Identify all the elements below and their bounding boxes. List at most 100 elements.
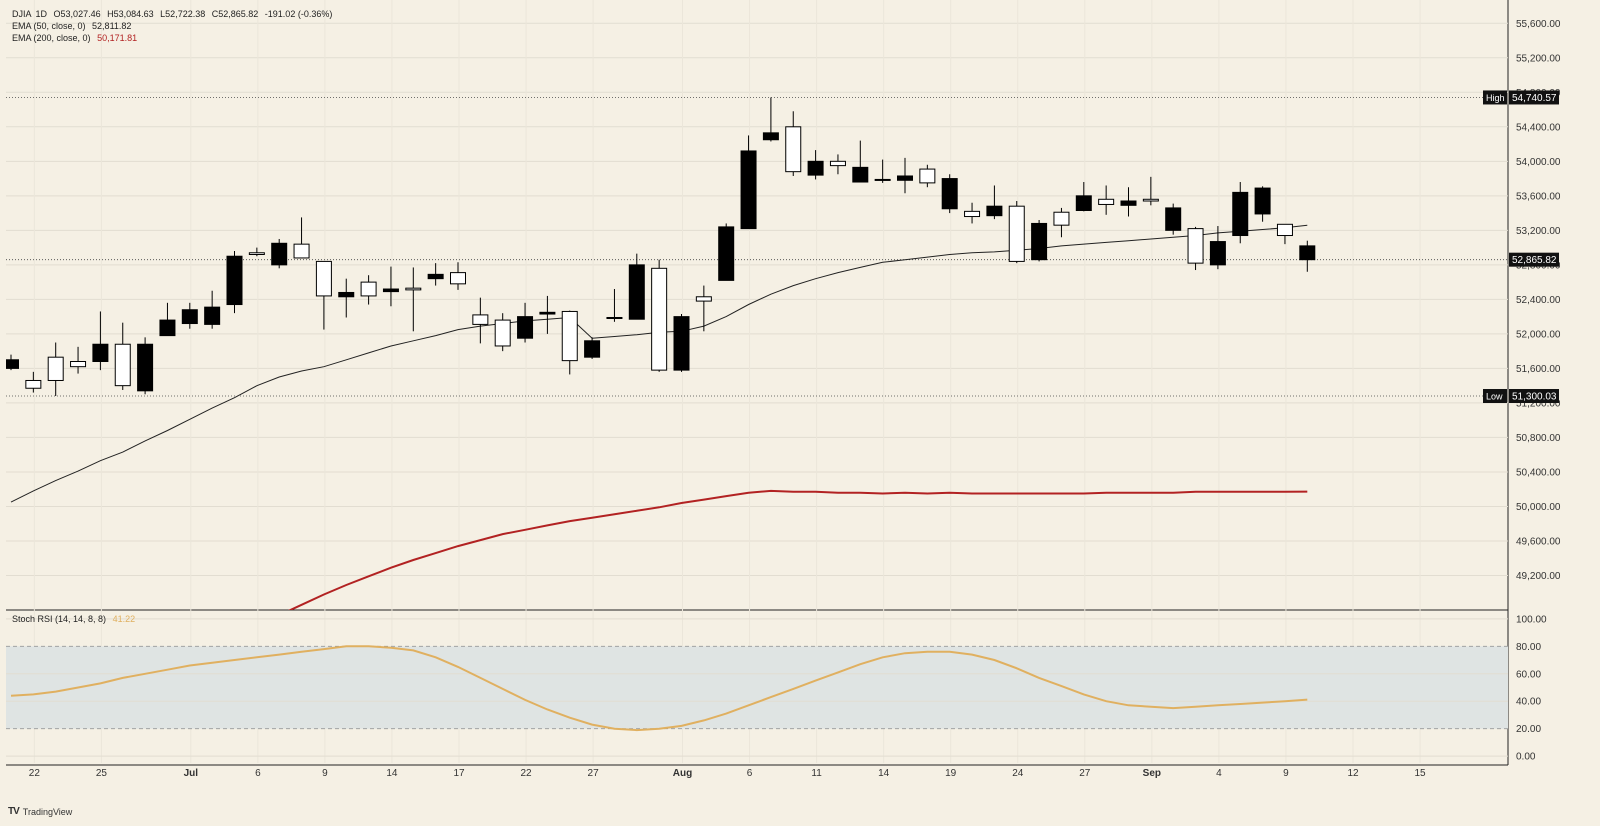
candle [628,253,645,320]
candle [762,97,779,142]
high-marker-box [1509,90,1559,105]
time-tick-label: 14 [386,768,398,779]
candle-body-down [427,273,444,280]
candle-body-up [651,267,668,371]
candle [1254,186,1271,222]
time-tick-label: 22 [520,768,532,779]
high-marker-tag-text: High [1486,93,1505,103]
stoch-legend[interactable]: Stoch RSI (14, 14, 8, 8) 41.22 [12,614,139,624]
candle [964,202,981,224]
candle-body-down [181,309,198,325]
candle-body-up [114,343,131,387]
change-value: -191.02 (-0.36%) [264,9,333,19]
candle [1008,201,1025,264]
candle [1031,219,1048,262]
ema200-label: EMA (200, close, 0) [12,33,91,43]
price-tick-label: 49,600.00 [1516,536,1561,547]
candle-body-down [382,288,399,293]
price-tick-label: 54,400.00 [1516,122,1561,133]
high-marker-tag [1483,90,1507,105]
candle-body-up [293,243,310,259]
candle-body-up [785,126,802,173]
candle-body-down [718,226,735,281]
candle-body-down [673,316,690,371]
candle [941,174,958,214]
time-tick-label: 12 [1347,768,1359,779]
candle [1142,176,1159,206]
candle [204,290,221,329]
candle [807,150,824,180]
candle [427,263,444,286]
time-tick-label: 9 [322,768,328,779]
candle-body-down [226,255,243,306]
price-tick-label: 53,600.00 [1516,191,1561,202]
axes-layer: 49,200.00 49,600.00 50,000.00 50,400.00 50,8… [29,19,1561,779]
candle [1299,240,1316,272]
ema200-layer [288,489,1308,610]
candle-body-down [517,316,534,339]
last-price-marker-box [1509,252,1559,267]
high-marker-text: 54,740.57 [1512,93,1557,104]
candle [114,322,131,390]
candle-body-up [695,296,712,302]
ohlc-legend: DJIA 1D O53,027.46 H53,084.63 L52,722.38 … [12,9,336,19]
candle-body-down [1120,200,1137,206]
candle [360,275,377,305]
open-value: O53,027.46 [53,9,101,19]
candle-body-down [1075,195,1092,211]
osc-tick-label: 40.00 [1516,697,1541,708]
time-tick-label: 15 [1414,768,1426,779]
candle-body-up [248,252,265,256]
candle [382,266,399,307]
candle-body-down [1209,241,1226,266]
candle [785,111,802,176]
candle [829,154,846,175]
low-marker-tag-text: Low [1486,392,1503,402]
candle-body-down [92,343,109,362]
ema200-legend[interactable]: EMA (200, close, 0) 50,171.81 [12,33,141,43]
candle-body-up [1098,198,1115,205]
price-tick-label: 54,000.00 [1516,157,1561,168]
candle-body-down [584,340,601,358]
price-tick-label: 51,200.00 [1516,398,1561,409]
stoch-band [6,646,1508,729]
candle [248,247,265,257]
time-tick-label: 4 [1216,768,1222,779]
candle-body-down [1165,207,1182,231]
stoch-rsi-pane [6,618,1508,757]
candle [1120,187,1137,217]
last-price-marker-text: 52,865.82 [1512,255,1557,266]
last-price-marker: 52,865.82 [1509,252,1559,267]
candle-body-up [874,178,891,181]
tradingview-logo[interactable]: TV TradingView [8,806,72,817]
candle [1187,226,1204,271]
symbol-name[interactable]: DJIA [12,9,32,19]
ema50-legend[interactable]: EMA (50, close, 0) 52,811.82 [12,21,135,31]
candle-body-down [1031,222,1048,261]
candle-body-up [1187,228,1204,264]
candle [651,259,668,372]
candle-body-up [964,210,981,218]
candle [986,185,1003,220]
time-tick-label: 27 [1079,768,1091,779]
candle-body-up [360,281,377,297]
interval-label[interactable]: 1D [35,9,48,19]
time-tick-label: 27 [588,768,600,779]
candle-body-up [561,310,578,362]
candle [6,354,19,371]
candle [1098,185,1115,215]
candle-body-down [740,150,757,230]
candle [874,159,891,183]
stoch-rsi-line [10,645,1308,732]
tradingview-icon: TV [8,806,20,817]
osc-tick-label: 0.00 [1516,752,1536,763]
time-tick-label: Sep [1143,768,1161,779]
candle [338,278,355,318]
candle-body-down [1299,245,1316,261]
osc-tick-label: 80.00 [1516,642,1541,653]
price-tick-label: 52,000.00 [1516,329,1561,340]
candle-body-up [1142,198,1159,202]
time-tick-label: 11 [811,768,822,779]
